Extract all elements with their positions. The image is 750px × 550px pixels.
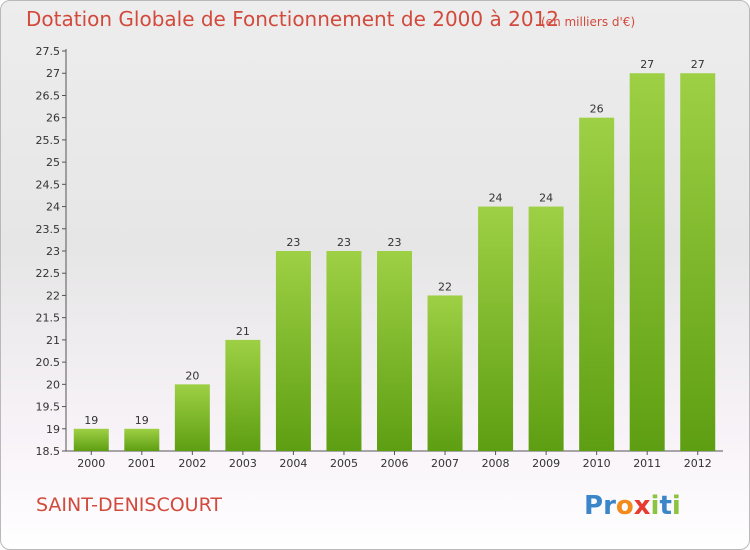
- data-label: 20: [185, 369, 199, 382]
- data-label: 26: [590, 103, 604, 116]
- x-tick-label: 2006: [381, 457, 409, 470]
- bar-2003: [225, 339, 261, 451]
- x-tick-label: 2004: [279, 457, 307, 470]
- x-tick-label: 2001: [128, 457, 156, 470]
- chart-subtitle: (en milliers d'€): [541, 15, 636, 29]
- chart-title: Dotation Globale de Fonctionnement de 20…: [26, 7, 559, 31]
- x-tick-label: 2012: [684, 457, 712, 470]
- y-tick-label: 23.5: [36, 223, 61, 236]
- data-label: 22: [438, 280, 452, 293]
- y-tick-label: 25.5: [36, 134, 61, 147]
- bar-2011: [629, 73, 665, 451]
- data-label: 24: [539, 192, 553, 205]
- logo-letter: o: [615, 491, 634, 521]
- logo-letter: P: [584, 491, 604, 521]
- y-tick-label: 27.5: [36, 45, 61, 58]
- bar-2008: [478, 206, 514, 451]
- bar-2007: [427, 295, 463, 451]
- data-label: 23: [286, 236, 300, 249]
- y-tick-label: 22.5: [36, 267, 61, 280]
- data-label: 27: [640, 58, 654, 71]
- bar-2002: [174, 384, 210, 451]
- bar-2010: [579, 117, 615, 452]
- bar-2012: [680, 73, 716, 451]
- y-tick-label: 18.5: [36, 445, 61, 458]
- x-tick-label: 2000: [77, 457, 105, 470]
- bar-2009: [528, 206, 564, 451]
- x-tick-label: 2005: [330, 457, 358, 470]
- logo-letter: i: [650, 491, 660, 521]
- labels: 2000 19 2001 19 2002 20 2003 21 2004 23 2005 23 2006…: [77, 58, 711, 470]
- logo-letter: t: [659, 491, 672, 521]
- y-tick-label: 26.5: [36, 89, 61, 102]
- x-tick-label: 2003: [229, 457, 257, 470]
- bar-2004: [275, 251, 311, 451]
- logo-letter: i: [671, 491, 681, 521]
- y-tick-label: 25: [46, 156, 60, 169]
- bar-2001: [124, 428, 160, 451]
- data-label: 19: [84, 414, 98, 427]
- axes: 18.5 19 19.5 20 20.5 21 21.5 22 22.5 23 23.5 24 24.5…: [36, 45, 723, 458]
- data-label: 24: [489, 192, 503, 205]
- data-label: 23: [337, 236, 351, 249]
- proxiti-logo: Proxiti: [584, 491, 681, 521]
- bar-2000: [73, 428, 109, 451]
- x-tick-label: 2011: [633, 457, 661, 470]
- x-tick-label: 2008: [482, 457, 510, 470]
- y-tick-label: 20: [46, 378, 60, 391]
- y-tick-label: 19.5: [36, 401, 61, 414]
- y-tick-label: 22: [46, 289, 60, 302]
- data-label: 19: [135, 414, 149, 427]
- logo-letter: x: [633, 491, 651, 521]
- bars: [73, 73, 716, 452]
- data-label: 21: [236, 325, 250, 338]
- y-tick-label: 23: [46, 245, 60, 258]
- x-tick-label: 2007: [431, 457, 459, 470]
- logo-letter: r: [603, 491, 616, 521]
- y-tick-label: 24: [46, 201, 60, 214]
- y-tick-label: 21.5: [36, 312, 61, 325]
- city-name: SAINT-DENISCOURT: [36, 494, 223, 516]
- bar-2006: [377, 251, 412, 451]
- data-label: 23: [388, 236, 402, 249]
- bar-2005: [326, 251, 362, 451]
- data-label: 27: [691, 58, 705, 71]
- y-tick-label: 27: [46, 67, 60, 80]
- y-tick-label: 21: [46, 334, 60, 347]
- x-tick-label: 2010: [583, 457, 611, 470]
- x-tick-label: 2009: [532, 457, 560, 470]
- y-tick-label: 20.5: [36, 356, 61, 369]
- x-tick-label: 2002: [178, 457, 206, 470]
- y-tick-label: 26: [46, 112, 60, 125]
- y-tick-label: 24.5: [36, 178, 61, 191]
- y-tick-label: 19: [46, 423, 60, 436]
